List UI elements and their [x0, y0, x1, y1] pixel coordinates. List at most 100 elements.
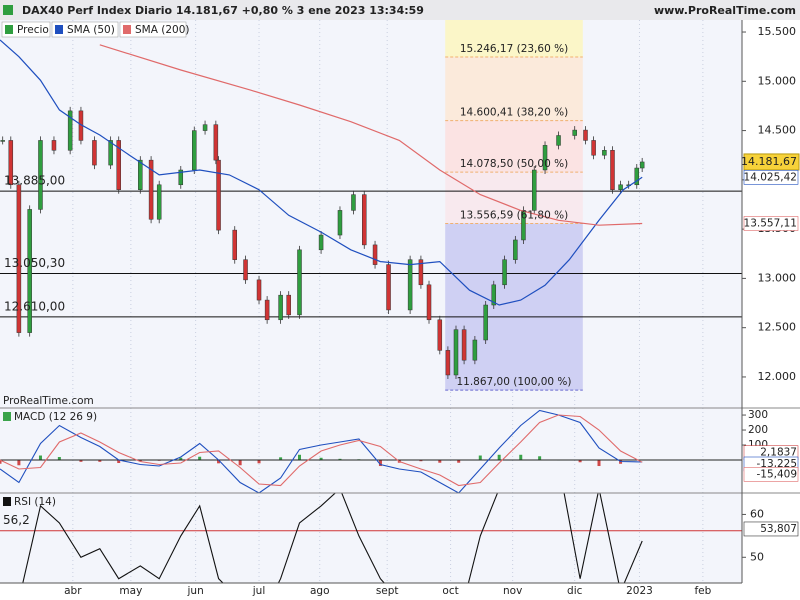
- support-label: 12.610,00: [4, 299, 65, 313]
- x-tick-label: ago: [310, 585, 330, 597]
- last-value: 14.025,42: [744, 171, 797, 183]
- y-tick-label: 15.500: [758, 25, 797, 38]
- series-line: [0, 409, 643, 493]
- fib-label: 14.600,41 (38,20 %): [460, 107, 568, 119]
- candle: [51, 140, 57, 151]
- histogram-bar: [279, 457, 283, 461]
- y-tick-label: 12.500: [758, 321, 797, 334]
- x-tick-label: may: [119, 585, 142, 597]
- candle: [472, 339, 478, 361]
- panel-title: MACD (12 26 9): [14, 411, 97, 423]
- histogram-bar: [198, 456, 202, 461]
- y-tick-label: 12.000: [758, 370, 797, 383]
- fib-label: 13.556,59 (61,80 %): [460, 210, 568, 222]
- candle: [178, 169, 184, 186]
- last-value-box: [743, 170, 799, 185]
- x-tick-label: nov: [503, 585, 522, 597]
- histogram-bar: [79, 460, 83, 462]
- watermark: ProRealTime.com: [3, 395, 94, 407]
- title-swatch: [3, 497, 11, 506]
- fib-band: [445, 120, 583, 173]
- candle: [556, 135, 561, 146]
- y-tick-label: 15.000: [758, 74, 797, 87]
- candle: [286, 294, 291, 316]
- fib-label: 11.867,00 (100,00 %): [456, 376, 571, 388]
- histogram-bar: [38, 455, 42, 461]
- axis-background: [742, 20, 800, 600]
- fib-band: [445, 57, 583, 121]
- legend-swatch: [55, 25, 63, 34]
- fib-label: 14.078,50 (50,00 %): [460, 158, 568, 170]
- histogram-bar: [179, 457, 183, 461]
- candle: [407, 259, 413, 311]
- candle: [256, 279, 262, 301]
- candle: [502, 259, 507, 286]
- panel: [0, 493, 742, 583]
- candle: [453, 329, 459, 376]
- x-tick-label: abr: [64, 585, 82, 597]
- candle: [437, 319, 443, 351]
- candle: [232, 229, 237, 260]
- last-value-box: [743, 521, 799, 537]
- candle: [92, 140, 97, 166]
- series-line: [0, 39, 643, 306]
- histogram-bar: [17, 460, 21, 466]
- candle: [337, 210, 343, 236]
- x-tick-label: feb: [694, 585, 711, 597]
- legend-label: SMA (50): [67, 24, 115, 36]
- last-value-box: [743, 467, 799, 482]
- candle: [27, 209, 32, 333]
- candle: [138, 159, 143, 190]
- last-value: -13,225: [756, 458, 797, 470]
- candle: [156, 184, 162, 220]
- candle: [202, 124, 208, 131]
- candle: [386, 264, 391, 311]
- support-label: 13.885,00: [4, 174, 65, 188]
- legend-label: Precio: [17, 24, 49, 36]
- chart-title: DAX40 Perf Index Diario 14.181,67 +0,80 …: [22, 4, 424, 17]
- histogram-bar: [419, 460, 423, 462]
- candle: [0, 140, 5, 142]
- source: www.ProRealTime.com: [654, 4, 796, 17]
- candle: [542, 145, 548, 171]
- last-value: 53,807: [760, 523, 797, 535]
- histogram-bar: [217, 460, 221, 464]
- candle: [491, 284, 497, 306]
- x-tick-label: dic: [567, 585, 583, 597]
- candle: [297, 249, 302, 316]
- last-value: 2,1837: [760, 447, 797, 459]
- histogram-bar: [538, 456, 542, 461]
- candle: [602, 150, 607, 156]
- histogram-bar: [297, 454, 301, 461]
- histogram-bar: [457, 460, 461, 463]
- candle: [531, 169, 537, 211]
- x-tick-label: jul: [252, 585, 266, 597]
- histogram-bar: [478, 455, 482, 461]
- title-swatch: [3, 412, 11, 421]
- histogram-bar: [138, 460, 142, 462]
- candle: [445, 350, 451, 376]
- candle: [67, 110, 73, 151]
- panel: [0, 409, 742, 493]
- histogram-bar: [319, 457, 323, 461]
- legend-swatch: [5, 25, 13, 34]
- plot-background: [0, 20, 742, 583]
- x-tick-label: jun: [187, 585, 204, 597]
- candle: [426, 284, 432, 321]
- y-tick-label: 300: [748, 409, 768, 421]
- candle: [318, 234, 324, 251]
- candle: [243, 259, 248, 281]
- histogram-bar: [57, 457, 61, 461]
- histogram-bar: [338, 458, 342, 461]
- legend-frame: [51, 21, 119, 38]
- series-line: [99, 44, 643, 226]
- reference-label: 56,2: [3, 513, 30, 527]
- last-price: 14.181,67: [741, 155, 797, 168]
- legend-label: SMA (200): [135, 24, 189, 36]
- y-tick-label: 13.000: [758, 271, 797, 284]
- candle: [572, 129, 577, 136]
- support-label: 13.050,30: [4, 256, 65, 270]
- histogram-bar: [497, 454, 501, 461]
- histogram-bar: [98, 460, 102, 462]
